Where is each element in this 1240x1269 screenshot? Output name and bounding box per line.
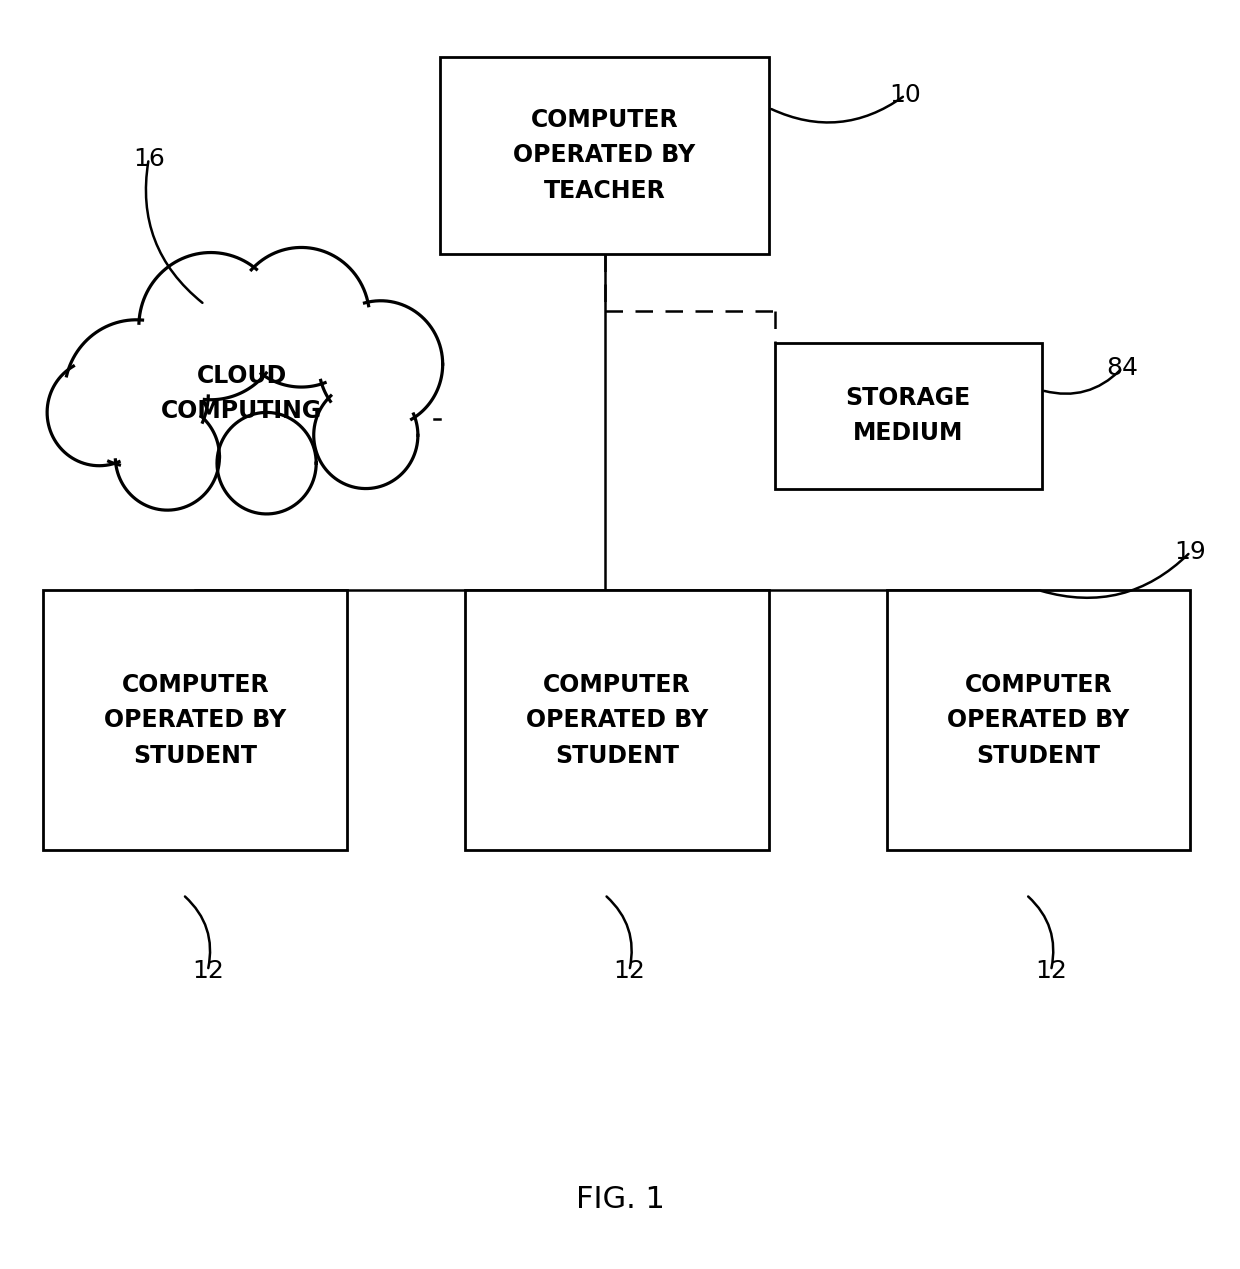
Text: STORAGE
MEDIUM: STORAGE MEDIUM xyxy=(846,386,971,445)
Text: FIG. 1: FIG. 1 xyxy=(575,1185,665,1213)
Polygon shape xyxy=(47,247,443,514)
Text: COMPUTER
OPERATED BY
STUDENT: COMPUTER OPERATED BY STUDENT xyxy=(947,673,1130,768)
Bar xyxy=(465,590,769,850)
Text: 12: 12 xyxy=(192,959,223,982)
Text: 19: 19 xyxy=(1174,541,1207,563)
Text: COMPUTER
OPERATED BY
STUDENT: COMPUTER OPERATED BY STUDENT xyxy=(526,673,708,768)
Text: CLOUD
COMPUTING: CLOUD COMPUTING xyxy=(161,364,322,423)
Circle shape xyxy=(233,247,370,387)
Circle shape xyxy=(314,382,418,489)
Bar xyxy=(440,57,769,254)
Text: COMPUTER
OPERATED BY
TEACHER: COMPUTER OPERATED BY TEACHER xyxy=(513,108,696,203)
Text: 84: 84 xyxy=(1106,357,1138,379)
Circle shape xyxy=(319,301,443,428)
Bar xyxy=(43,590,347,850)
Circle shape xyxy=(217,412,316,514)
Text: COMPUTER
OPERATED BY
STUDENT: COMPUTER OPERATED BY STUDENT xyxy=(104,673,286,768)
Circle shape xyxy=(115,404,219,510)
Circle shape xyxy=(139,253,283,400)
Text: 10: 10 xyxy=(889,84,921,107)
Text: 12: 12 xyxy=(614,959,645,982)
Text: 16: 16 xyxy=(133,147,165,170)
Circle shape xyxy=(47,359,151,466)
Circle shape xyxy=(64,320,208,467)
Text: 12: 12 xyxy=(1035,959,1066,982)
Bar xyxy=(775,343,1042,489)
Bar xyxy=(887,590,1190,850)
